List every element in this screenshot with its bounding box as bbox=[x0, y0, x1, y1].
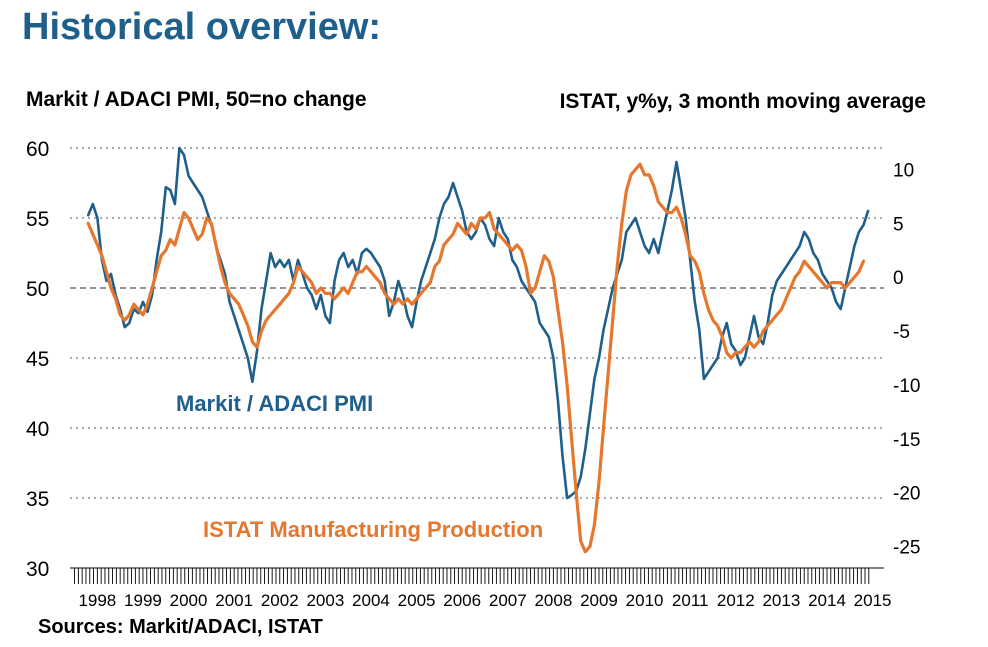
x-tick-label: 2012 bbox=[717, 591, 755, 610]
right-tick-label: 10 bbox=[893, 161, 914, 182]
left-tick-label: 40 bbox=[26, 418, 49, 441]
right-tick-label: -25 bbox=[893, 537, 920, 558]
left-axis-ticks: 30 35 40 45 50 55 60 bbox=[26, 138, 49, 581]
x-tick-label: 2003 bbox=[306, 591, 344, 610]
x-tick-label: 2005 bbox=[398, 591, 436, 610]
left-tick-label: 55 bbox=[26, 208, 49, 231]
x-tick-label: 2002 bbox=[261, 591, 299, 610]
left-tick-label: 50 bbox=[26, 278, 49, 301]
sources-note: Sources: Markit/ADACI, ISTAT bbox=[38, 616, 323, 638]
pmi-series-label: Markit / ADACI PMI bbox=[176, 391, 373, 416]
x-axis: 1998 1999 2000 2001 2002 2003 2004 2005 2006 2007… bbox=[70, 567, 892, 610]
x-tick-label: 2008 bbox=[534, 591, 572, 610]
right-tick-label: -5 bbox=[893, 322, 910, 343]
x-tick-label: 2011 bbox=[672, 591, 709, 610]
x-tick-label: 2006 bbox=[443, 591, 481, 610]
x-tick-label: 2004 bbox=[352, 591, 390, 610]
x-tick-label: 2001 bbox=[215, 591, 253, 610]
istat-series-label: ISTAT Manufacturing Production bbox=[203, 517, 543, 542]
right-tick-label: -15 bbox=[893, 430, 920, 451]
left-axis-label: Markit / ADACI PMI, 50=no change bbox=[26, 88, 367, 111]
grid-lines bbox=[70, 147, 884, 499]
x-tick-label: 1998 bbox=[78, 591, 116, 610]
right-axis-ticks: -25 -20 -15 -10 -5 0 5 10 bbox=[893, 161, 920, 559]
x-tick-label: 2010 bbox=[626, 591, 664, 610]
left-tick-label: 60 bbox=[26, 138, 49, 161]
right-axis-label: ISTAT, y%y, 3 month moving average bbox=[559, 90, 926, 113]
series-lines bbox=[86, 146, 870, 554]
left-tick-label: 45 bbox=[26, 348, 49, 371]
x-tick-label: 2000 bbox=[170, 591, 208, 610]
x-tick-label: 2013 bbox=[762, 591, 800, 610]
x-tick-label: 1999 bbox=[124, 591, 162, 610]
x-tick-label: 2007 bbox=[489, 591, 527, 610]
right-tick-label: 0 bbox=[893, 268, 904, 289]
chart-title: Historical overview: bbox=[22, 6, 382, 48]
istat-series-line bbox=[86, 162, 866, 554]
pmi-series-line bbox=[86, 146, 870, 500]
x-tick-label: 2014 bbox=[808, 591, 846, 610]
left-tick-label: 35 bbox=[26, 488, 49, 511]
x-tick-label: 2015 bbox=[854, 591, 892, 610]
right-tick-label: 5 bbox=[893, 214, 904, 235]
x-tick-label: 2009 bbox=[580, 591, 618, 610]
right-tick-label: -10 bbox=[893, 376, 920, 397]
right-tick-label: -20 bbox=[893, 484, 920, 505]
left-tick-label: 30 bbox=[26, 558, 49, 581]
